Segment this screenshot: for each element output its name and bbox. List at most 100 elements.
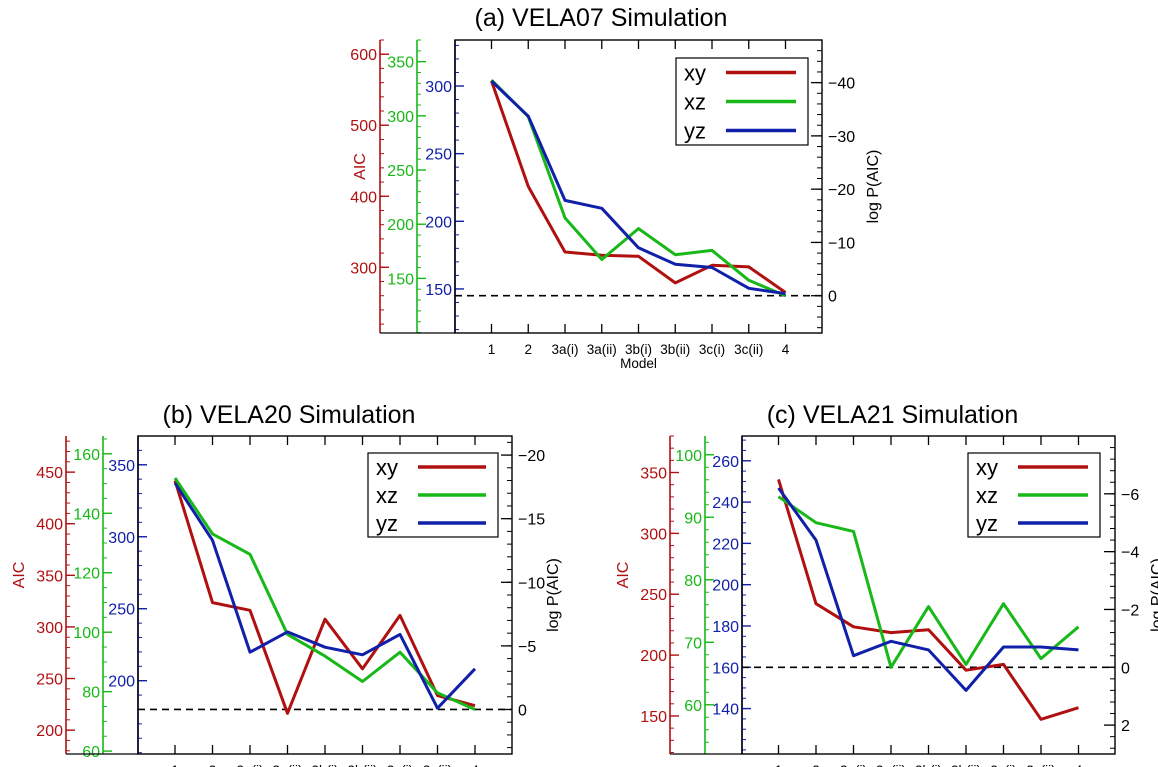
series-line-xy (173, 480, 476, 715)
logp-tick-label: −5 (518, 639, 536, 656)
aic-tick-label: 160 (73, 447, 100, 464)
x-tick-label: 3c(ii) (423, 763, 452, 767)
legend-label-yz: yz (976, 511, 998, 536)
legend-label-yz: yz (376, 511, 398, 536)
aic-tick-label: 350 (387, 55, 414, 72)
chart-panel-1: (a) VELA07 Simulation 600 500 400 300 350 300 2… (350, 4, 882, 371)
aic-tick-label: 220 (712, 536, 739, 553)
aic-tick-label: 200 (640, 648, 667, 665)
aic-tick-label: 160 (712, 660, 739, 677)
aic-tick-label: 200 (712, 578, 739, 595)
x-tick-label: 3a(ii) (272, 763, 302, 767)
x-tick-label: 4 (782, 342, 790, 357)
x-tick-label: 3c(i) (387, 763, 413, 767)
x-tick-label: 3a(i) (840, 763, 867, 767)
aic-tick-label: 500 (350, 118, 377, 135)
legend-label-xz: xz (684, 90, 706, 115)
logp-tick-label: −4 (1121, 545, 1139, 562)
aic-tick-label: 180 (712, 619, 739, 636)
logp-tick-label: −40 (828, 76, 855, 93)
x-tick-label: 3b(i) (311, 763, 338, 767)
aic-tick-label: 250 (425, 147, 452, 164)
aic-tick-label: 300 (36, 620, 63, 637)
x-tick-label: 1 (171, 763, 179, 767)
aic-axis-label: AIC (615, 562, 632, 589)
x-tick-label: 3a(i) (551, 342, 578, 357)
legend-label-xy: xy (376, 455, 398, 480)
logp-tick-label: −10 (828, 235, 855, 252)
x-tick-label: 3b(i) (625, 342, 652, 357)
aic-tick-label: 300 (640, 526, 667, 543)
legend-label-yz: yz (684, 119, 706, 144)
x-tick-label: 3b(ii) (951, 763, 981, 767)
x-tick-label: 1 (488, 342, 496, 357)
legend-label-xy: xy (976, 455, 998, 480)
aic-tick-label: 250 (640, 587, 667, 604)
aic-tick-label: 250 (387, 163, 414, 180)
logp-axis-label: log P(AIC) (1149, 558, 1158, 632)
aic-tick-label: 300 (387, 109, 414, 126)
x-tick-label: 3b(i) (915, 763, 942, 767)
aic-tick-label: 80 (82, 685, 100, 702)
aic-tick-label: 90 (684, 510, 702, 527)
logp-tick-label: −20 (518, 448, 545, 465)
aic-tick-label: 200 (387, 217, 414, 234)
aic-tick-label: 300 (425, 79, 452, 96)
aic-tick-label: 150 (640, 709, 667, 726)
x-tick-label: 2 (812, 763, 820, 767)
logp-tick-label: −10 (518, 575, 545, 592)
logp-tick-label: −30 (828, 129, 855, 146)
aic-tick-label: 240 (712, 495, 739, 512)
logp-tick-label: 0 (828, 289, 837, 306)
logp-tick-label: −6 (1121, 487, 1139, 504)
legend-label-xz: xz (376, 483, 398, 508)
aic-tick-label: 400 (36, 517, 63, 534)
aic-axis-label: AIC (11, 562, 28, 589)
aic-tick-label: 140 (712, 702, 739, 719)
aic-tick-label: 350 (36, 568, 63, 585)
series-line-yz (173, 482, 477, 710)
logp-tick-label: −15 (518, 512, 545, 529)
aic-tick-label: 300 (108, 530, 135, 547)
series-line-xy (777, 478, 1079, 721)
series-line-yz (777, 487, 1079, 692)
aic-tick-label: 150 (387, 271, 414, 288)
x-tick-label: 3a(ii) (587, 342, 617, 357)
x-tick-label: 3c(i) (990, 763, 1016, 767)
aic-tick-label: 250 (108, 602, 135, 619)
aic-tick-label: 250 (36, 672, 63, 689)
aic-tick-label: 80 (684, 573, 702, 590)
legend-label-xz: xz (976, 483, 998, 508)
logp-tick-label: 2 (1121, 718, 1130, 735)
aic-tick-label: 140 (73, 506, 100, 523)
legend-label-xy: xy (684, 61, 706, 86)
aic-tick-label: 200 (425, 214, 452, 231)
aic-tick-label: 350 (108, 458, 135, 475)
logp-tick-label: −20 (828, 182, 855, 199)
x-axis-label: Model (620, 356, 657, 371)
aic-tick-label: 100 (675, 448, 702, 465)
aic-tick-label: 600 (350, 47, 377, 64)
chart-title: (a) VELA07 Simulation (475, 4, 728, 32)
x-tick-label: 3c(i) (699, 342, 725, 357)
chart-title: (b) VELA20 Simulation (163, 401, 416, 429)
x-tick-label: 3c(ii) (1026, 763, 1055, 767)
aic-tick-label: 150 (425, 282, 452, 299)
aic-tick-label: 100 (73, 625, 100, 642)
series-line-xy (490, 80, 787, 294)
aic-tick-label: 120 (73, 566, 100, 583)
aic-tick-label: 60 (684, 698, 702, 715)
aic-tick-label: 400 (350, 189, 377, 206)
aic-tick-label: 260 (712, 454, 739, 471)
series-line-xz (777, 495, 1080, 669)
x-tick-label: 3b(ii) (660, 342, 690, 357)
logp-axis-label: log P(AIC) (545, 558, 562, 632)
x-tick-label: 4 (1075, 763, 1083, 767)
x-tick-label: 3a(i) (236, 763, 263, 767)
aic-axis-label: AIC (352, 153, 369, 180)
series-line-yz (490, 79, 786, 296)
aic-tick-label: 200 (108, 674, 135, 691)
x-tick-label: 2 (209, 763, 217, 767)
series-line-xz (490, 78, 787, 298)
